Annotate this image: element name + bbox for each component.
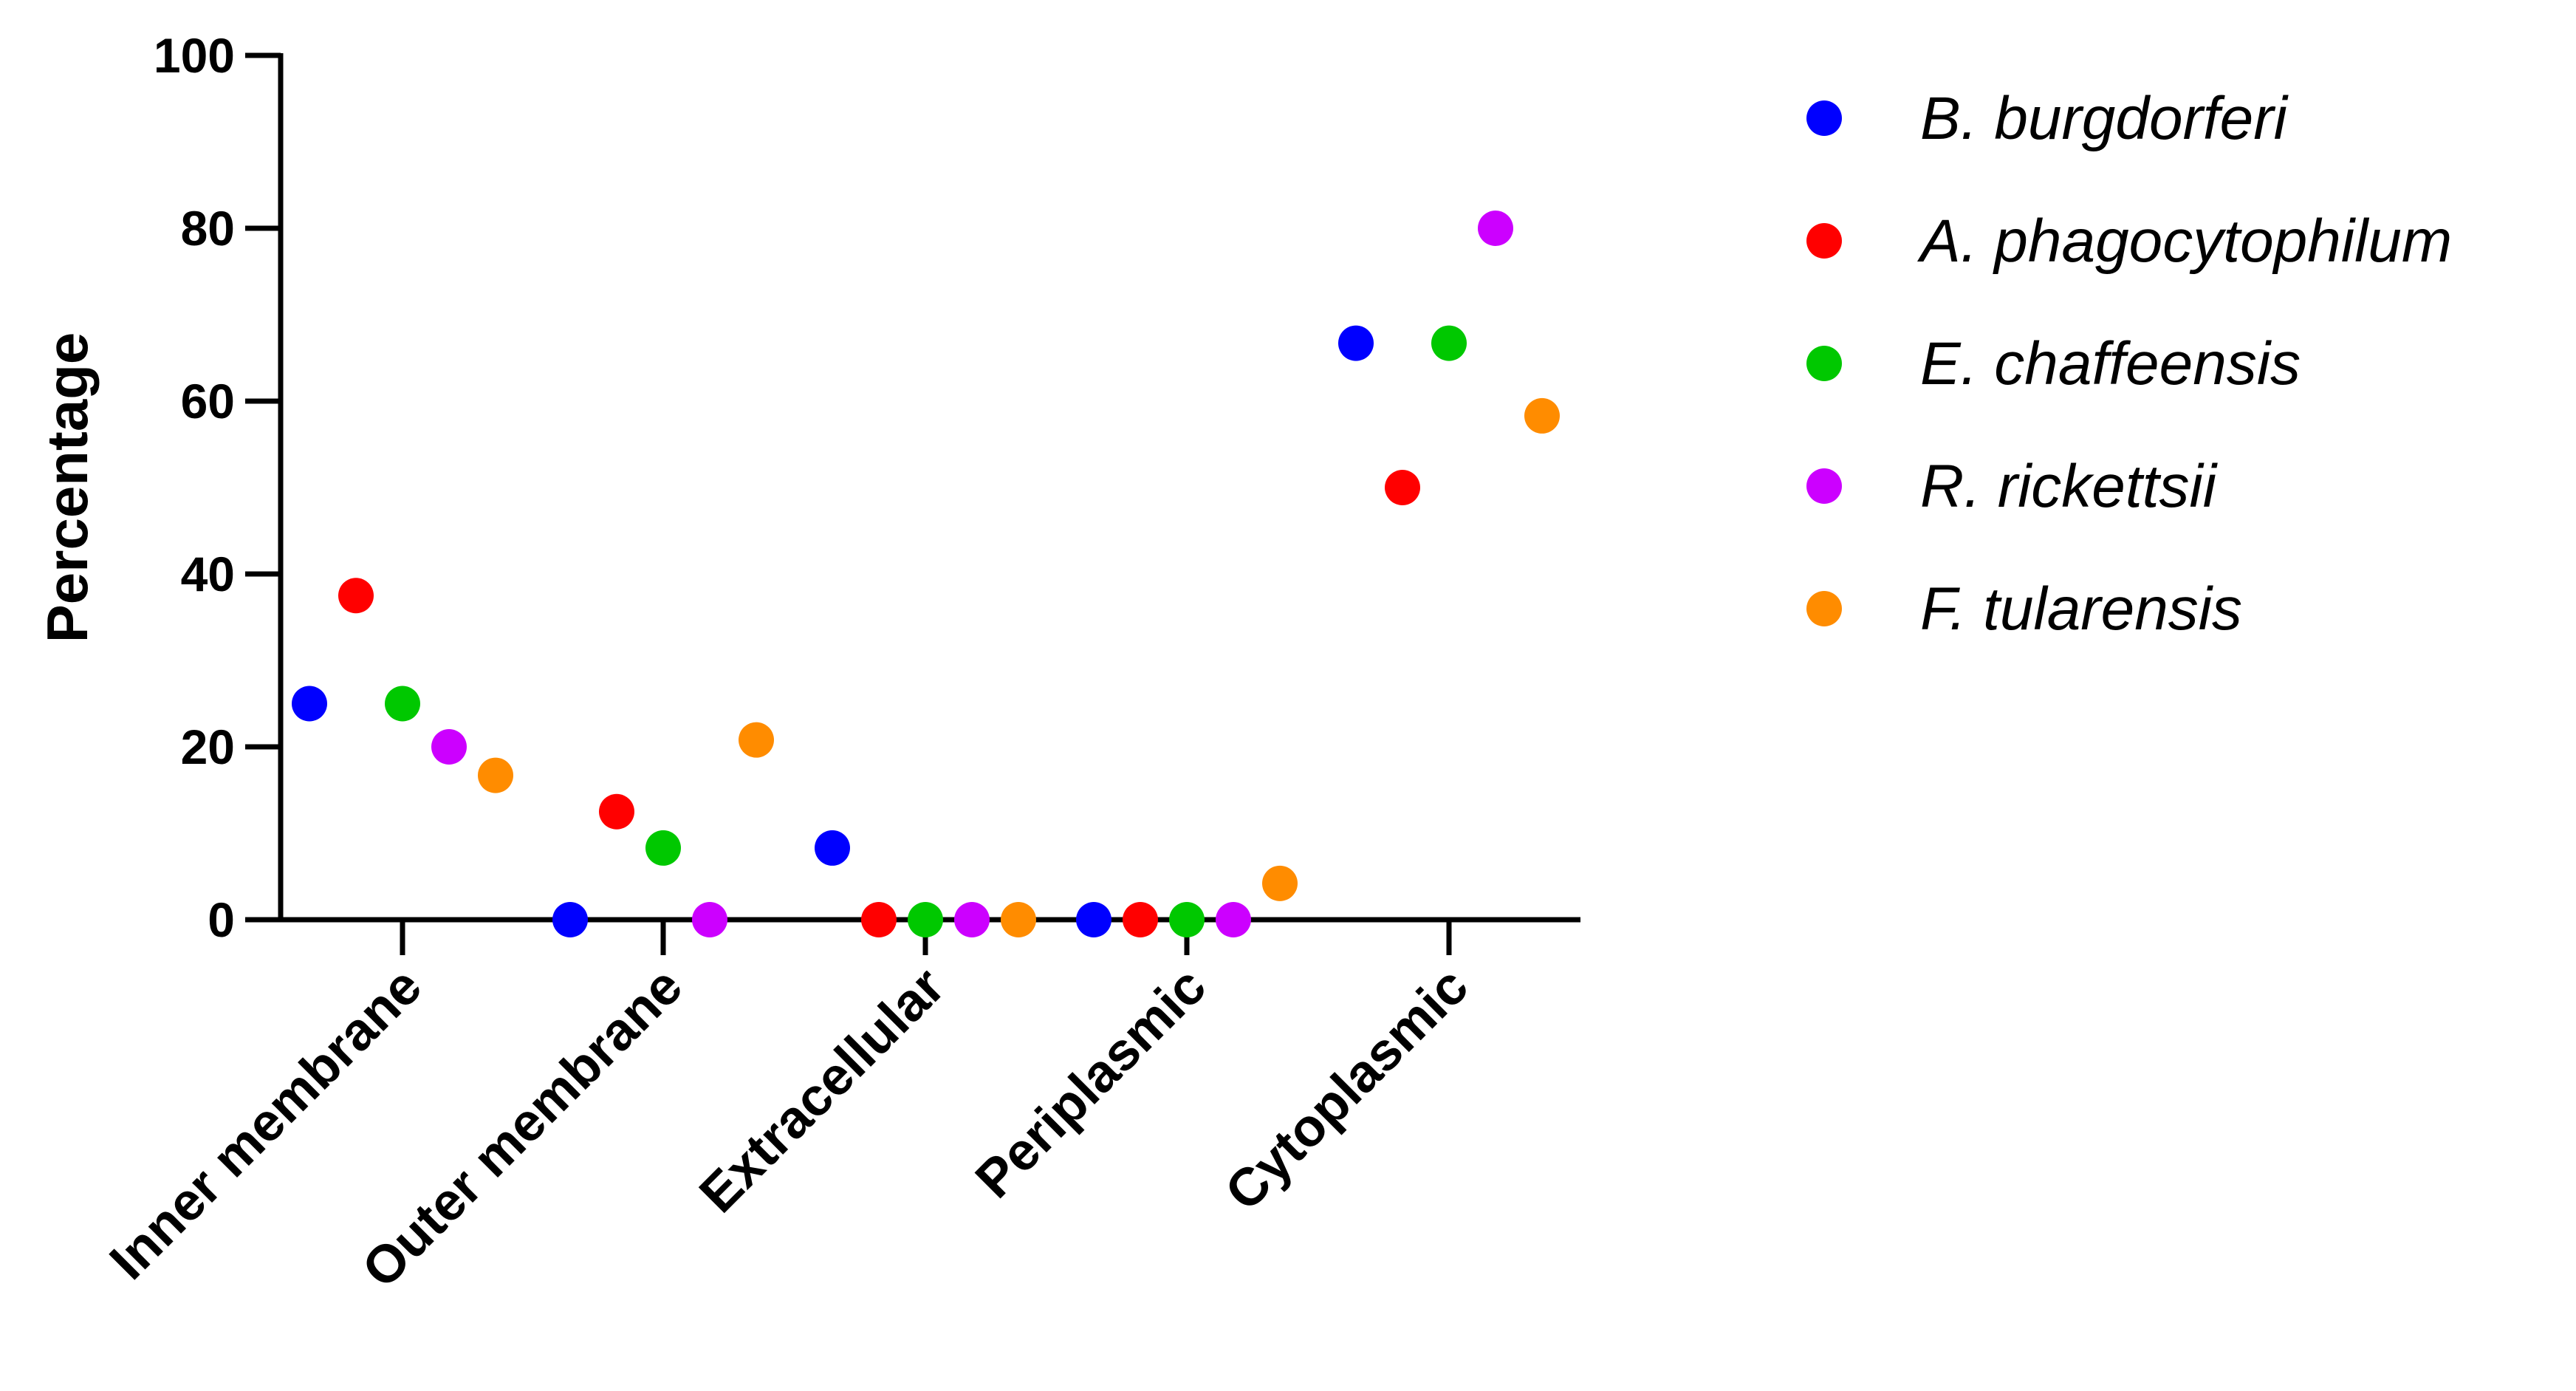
data-point bbox=[1385, 470, 1420, 505]
legend-marker bbox=[1806, 223, 1842, 259]
data-point bbox=[954, 902, 990, 937]
y-tick-label: 0 bbox=[208, 892, 235, 947]
data-point bbox=[1431, 325, 1467, 361]
data-point bbox=[739, 722, 774, 758]
data-point bbox=[431, 729, 467, 765]
legend-label: E. chaffeensis bbox=[1920, 330, 2301, 397]
y-tick-label: 80 bbox=[181, 201, 235, 256]
legend-label: F. tularensis bbox=[1920, 575, 2242, 643]
data-point bbox=[1216, 902, 1251, 937]
legend-marker bbox=[1806, 468, 1842, 504]
y-axis-ticks: 0 20 40 60 80 100 bbox=[154, 28, 281, 947]
x-tick-label: Cytoplasmic bbox=[1214, 957, 1479, 1222]
data-point bbox=[861, 902, 897, 937]
data-point bbox=[292, 686, 327, 722]
data-point bbox=[692, 902, 727, 937]
y-tick-label: 20 bbox=[181, 720, 235, 774]
data-point bbox=[908, 902, 943, 937]
data-point bbox=[1262, 865, 1298, 901]
data-point bbox=[478, 757, 513, 793]
data-point bbox=[1478, 211, 1513, 246]
data-point bbox=[552, 902, 588, 937]
data-point bbox=[1338, 325, 1374, 361]
legend-marker bbox=[1806, 346, 1842, 381]
data-point bbox=[815, 830, 850, 866]
legend-label: A. phagocytophilum bbox=[1916, 208, 2452, 275]
data-point bbox=[1123, 902, 1158, 937]
data-point bbox=[338, 578, 374, 614]
legend-label: R. rickettsii bbox=[1920, 453, 2219, 520]
legend: B. burgdorferi A. phagocytophilum E. chaff… bbox=[1806, 85, 2452, 643]
data-point bbox=[645, 830, 681, 866]
data-point bbox=[1001, 902, 1036, 937]
data-point bbox=[1524, 397, 1560, 434]
legend-marker bbox=[1806, 591, 1842, 626]
data-point bbox=[599, 793, 634, 830]
legend-label: B. burgdorferi bbox=[1920, 85, 2289, 152]
data-point bbox=[1169, 902, 1205, 937]
y-axis-title: Percentage bbox=[35, 332, 100, 643]
data-points bbox=[292, 211, 1560, 937]
y-tick-label: 40 bbox=[181, 547, 235, 601]
y-tick-label: 100 bbox=[154, 28, 235, 83]
x-tick-label: Periplasmic bbox=[965, 957, 1217, 1209]
x-tick-label: Extracellular bbox=[688, 957, 956, 1224]
data-point bbox=[385, 686, 420, 722]
data-point bbox=[1076, 902, 1111, 937]
y-tick-label: 60 bbox=[181, 374, 235, 428]
legend-marker bbox=[1806, 100, 1842, 136]
